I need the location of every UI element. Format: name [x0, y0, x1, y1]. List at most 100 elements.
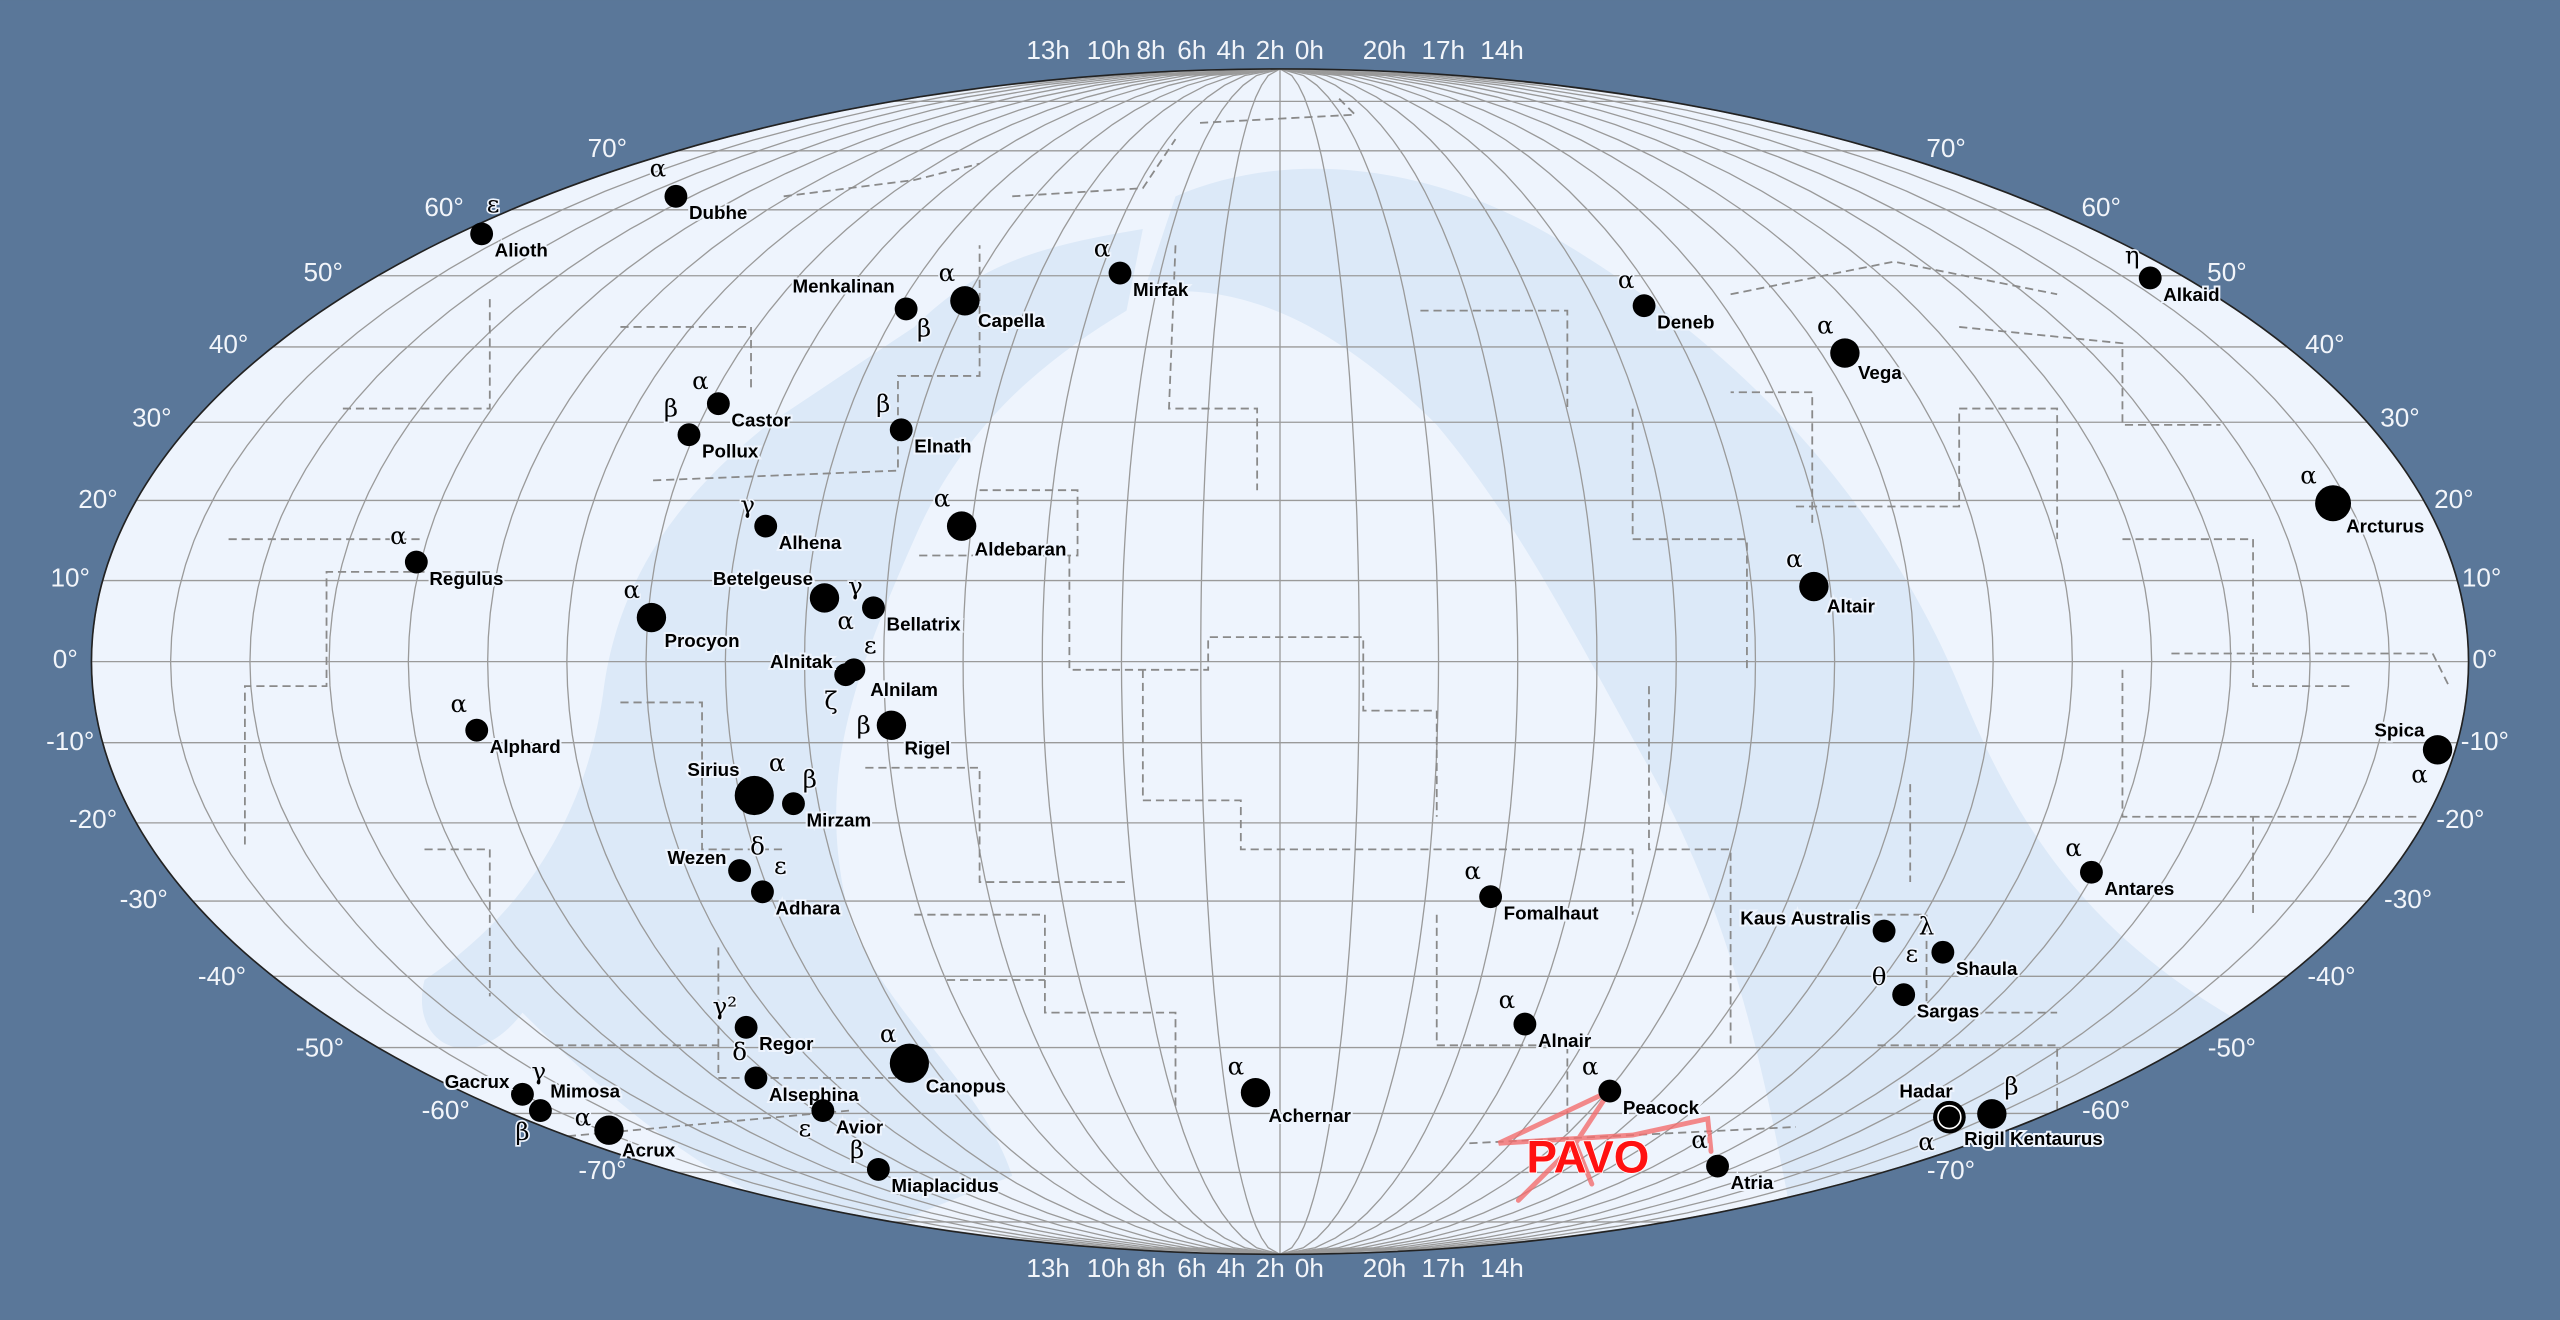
star-mirzam[interactable]: β Mirzam: [782, 763, 873, 833]
star-alphard[interactable]: α Alphard: [449, 688, 563, 759]
star-wezen[interactable]: δ Wezen: [665, 830, 767, 883]
star-marker[interactable]: [809, 583, 840, 613]
star-marker[interactable]: [734, 775, 774, 816]
star-marker[interactable]: [734, 1015, 758, 1039]
star-bellatrix[interactable]: γ Bellatrix: [847, 570, 964, 637]
star-marker[interactable]: [744, 1066, 768, 1090]
star-marker[interactable]: [1872, 919, 1896, 943]
star-gacrux[interactable]: γ Gacrux: [443, 1055, 548, 1106]
star-alioth[interactable]: ε Alioth: [470, 188, 550, 263]
meridian-line: [487, 68, 1281, 1255]
star-marker[interactable]: [751, 880, 774, 904]
star-acrux[interactable]: α Acrux: [573, 1101, 678, 1163]
star-marker[interactable]: [465, 718, 489, 742]
star-marker[interactable]: [754, 514, 778, 538]
star-vega[interactable]: α Vega: [1815, 309, 1904, 385]
star-marker[interactable]: [404, 550, 428, 574]
star-alsephina[interactable]: δ Alsephina: [731, 1035, 862, 1106]
star-marker[interactable]: [876, 710, 907, 740]
star-marker[interactable]: [1108, 261, 1132, 285]
star-antares[interactable]: α Antares: [2064, 831, 2177, 901]
star-alnilam[interactable]: ε Alnilam: [842, 629, 940, 702]
star-sirius[interactable]: α Sirius: [685, 746, 787, 816]
star-marker[interactable]: [862, 596, 885, 620]
star-marker[interactable]: [1892, 983, 1916, 1007]
star-marker[interactable]: [1931, 940, 1955, 964]
star-spica[interactable]: α Spica: [2372, 718, 2453, 790]
star-marker[interactable]: [811, 1099, 835, 1123]
star-marker[interactable]: [842, 658, 866, 682]
star-adhara[interactable]: ε Adhara: [751, 849, 843, 921]
star-marker[interactable]: [664, 184, 688, 208]
star-miaplacidus[interactable]: β Miaplacidus: [848, 1133, 1000, 1198]
star-fomalhaut[interactable]: α Fomalhaut: [1463, 854, 1602, 925]
star-aldebaran[interactable]: α Aldebaran: [932, 482, 1068, 562]
star-marker[interactable]: [2422, 735, 2453, 765]
star-mirfak[interactable]: α Mirfak: [1092, 232, 1191, 302]
star-peacock[interactable]: α Peacock: [1580, 1050, 1701, 1120]
star-menkalinan[interactable]: β Menkalinan: [790, 274, 932, 345]
star-sargas[interactable]: θ Sargas: [1870, 960, 1981, 1023]
star-deneb[interactable]: α Deneb: [1616, 263, 1716, 334]
star-marker[interactable]: [1598, 1079, 1622, 1103]
star-marker[interactable]: [636, 602, 667, 633]
star-atria[interactable]: α Atria: [1690, 1124, 1776, 1195]
star-marker[interactable]: [894, 297, 918, 321]
star-marker[interactable]: [889, 1043, 929, 1083]
star-marker[interactable]: [511, 1082, 534, 1106]
star-marker[interactable]: [1479, 885, 1503, 909]
star-greek-letter: ε: [799, 1114, 812, 1143]
star-altair[interactable]: α Altair: [1784, 542, 1877, 618]
star-marker[interactable]: [889, 418, 913, 442]
star-marker[interactable]: [2315, 485, 2352, 522]
star-regulus[interactable]: α Regulus: [388, 519, 505, 590]
star-canopus[interactable]: α Canopus: [878, 1017, 1008, 1098]
star-marker[interactable]: [2138, 266, 2162, 290]
star-marker[interactable]: [2080, 860, 2103, 884]
star-mimosa[interactable]: β Mimosa: [514, 1079, 623, 1148]
star-shaula[interactable]: λ Shaula: [1917, 910, 2020, 981]
star-marker[interactable]: [728, 859, 752, 883]
star-rigil-kentaurus[interactable]: β Rigil Kentaurus: [1962, 1070, 2105, 1151]
star-elnath[interactable]: β Elnath: [875, 387, 974, 458]
star-alkaid[interactable]: η Alkaid: [2123, 239, 2221, 307]
star-marker[interactable]: [950, 286, 980, 316]
constellation-label-pavo[interactable]: PAVO: [1526, 1131, 1650, 1184]
star-marker[interactable]: [528, 1099, 552, 1123]
star-marker[interactable]: [866, 1157, 890, 1181]
star-marker[interactable]: [946, 511, 977, 541]
star-alnair[interactable]: α Alnair: [1497, 983, 1594, 1053]
star-alnitak[interactable]: ζ Alnitak: [768, 649, 858, 717]
star-marker[interactable]: [677, 423, 701, 447]
star-capella[interactable]: α Capella: [937, 257, 1047, 333]
star-procyon[interactable]: α Procyon: [622, 573, 742, 653]
star-marker[interactable]: [1513, 1012, 1537, 1036]
star-kaus-australis[interactable]: ε Kaus Australis: [1738, 905, 1920, 969]
star-marker[interactable]: [1799, 571, 1829, 602]
star-castor[interactable]: α Castor: [691, 364, 794, 432]
star-marker[interactable]: [1830, 338, 1860, 368]
star-betelgeuse[interactable]: α Betelgeuse: [711, 566, 856, 637]
star-marker[interactable]: [470, 222, 494, 246]
hour-label: 8h: [1136, 1253, 1165, 1283]
star-marker[interactable]: [594, 1115, 624, 1145]
star-achernar[interactable]: α Achernar: [1226, 1050, 1354, 1128]
star-dubhe[interactable]: α Dubhe: [648, 152, 749, 225]
star-regor[interactable]: γ² Regor: [711, 990, 816, 1057]
star-alhena[interactable]: γ Alhena: [739, 488, 844, 555]
star-marker[interactable]: [1240, 1077, 1271, 1108]
star-arcturus[interactable]: α Arcturus: [2299, 459, 2427, 539]
star-marker[interactable]: [1706, 1154, 1729, 1178]
hour-label: 4h: [1216, 1253, 1245, 1283]
star-marker[interactable]: [1977, 1099, 2007, 1129]
hour-label: 6h: [1177, 35, 1206, 65]
star-rigel[interactable]: β Rigel: [855, 709, 952, 761]
star-marker[interactable]: [1632, 294, 1656, 318]
star-hadar[interactable]: α Hadar: [1897, 1079, 1966, 1157]
star-name: Acrux: [622, 1139, 676, 1160]
star-pollux[interactable]: β Pollux: [662, 392, 761, 463]
star-avior[interactable]: ε Avior: [797, 1099, 886, 1144]
star-marker[interactable]: [706, 392, 730, 416]
star-marker[interactable]: [782, 792, 805, 816]
